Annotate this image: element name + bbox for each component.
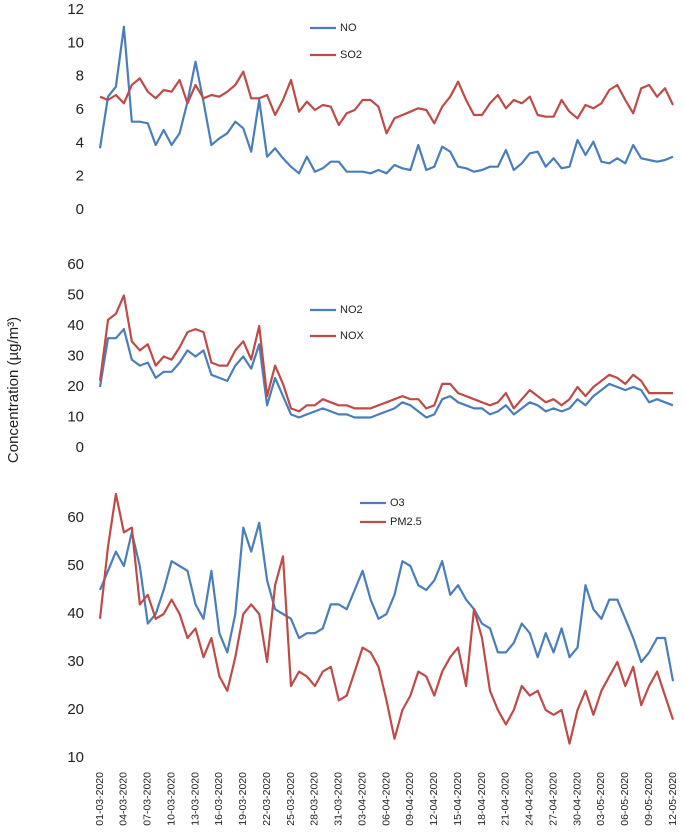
legend-label: SO2	[340, 49, 362, 61]
y-tick-label: 12	[67, 1, 84, 18]
x-tick-label: 22-03-2020	[261, 772, 273, 826]
x-tick-label: 10-03-2020	[165, 772, 177, 826]
data-line	[98, 521, 675, 682]
y-axis-label: Concentration (µg/m³)	[5, 317, 22, 463]
data-line	[98, 328, 674, 419]
x-tick-label: 09-05-2020	[643, 772, 655, 826]
y-tick-label: 10	[67, 408, 84, 425]
legend-label: NOX	[340, 330, 365, 342]
y-tick-label: 0	[76, 201, 84, 218]
x-tick-label: 12-05-2020	[667, 772, 679, 826]
legend-label: PM2.5	[390, 516, 422, 528]
y-tick-label: 2	[76, 168, 84, 185]
x-tick-label: 21-04-2020	[500, 772, 512, 826]
x-tick-label: 15-04-2020	[452, 772, 464, 826]
y-tick-label: 10	[67, 34, 84, 51]
y-tick-label: 20	[67, 701, 84, 718]
y-tick-label: 20	[67, 378, 84, 395]
x-tick-label: 04-03-2020	[118, 772, 130, 826]
x-tick-label: 13-03-2020	[189, 772, 201, 826]
y-tick-label: 40	[67, 605, 84, 622]
y-tick-label: 6	[76, 101, 84, 118]
y-tick-label: 4	[76, 134, 84, 151]
y-tick-label: 60	[67, 256, 84, 273]
x-tick-label: 06-04-2020	[380, 772, 392, 826]
y-tick-label: 50	[67, 557, 84, 574]
x-tick-label: 01-03-2020	[94, 772, 106, 826]
x-tick-label: 24-04-2020	[524, 772, 536, 826]
x-tick-label: 27-04-2020	[547, 772, 559, 826]
data-line	[98, 492, 675, 745]
x-tick-label: 28-03-2020	[309, 772, 321, 826]
x-tick-label: 31-03-2020	[333, 772, 345, 826]
y-tick-label: 10	[67, 749, 84, 766]
x-tick-label: 18-04-2020	[476, 772, 488, 826]
legend-label: NO2	[340, 304, 363, 316]
y-tick-label: 30	[67, 347, 84, 364]
data-line	[98, 294, 673, 413]
x-tick-label: 16-03-2020	[213, 772, 225, 826]
x-tick-label: 09-04-2020	[404, 772, 416, 826]
x-tick-label: 03-05-2020	[595, 772, 607, 826]
y-tick-label: 30	[67, 653, 84, 670]
data-line	[98, 25, 674, 175]
y-tick-label: 40	[67, 317, 84, 334]
y-tick-label: 50	[67, 286, 84, 303]
x-tick-label: 12-04-2020	[428, 772, 440, 826]
x-tick-label: 06-05-2020	[619, 772, 631, 826]
x-tick-label: 07-03-2020	[142, 772, 154, 826]
legend-label: O3	[390, 497, 405, 509]
x-tick-label: 03-04-2020	[356, 772, 368, 826]
y-tick-label: 60	[67, 509, 84, 526]
y-tick-label: 8	[76, 68, 84, 85]
legend-label: NO	[340, 22, 357, 34]
y-tick-label: 0	[76, 439, 84, 456]
x-tick-label: 25-03-2020	[285, 772, 297, 826]
x-tick-label: 30-04-2020	[571, 772, 583, 826]
x-tick-label: 19-03-2020	[237, 772, 249, 826]
data-line	[99, 70, 674, 135]
